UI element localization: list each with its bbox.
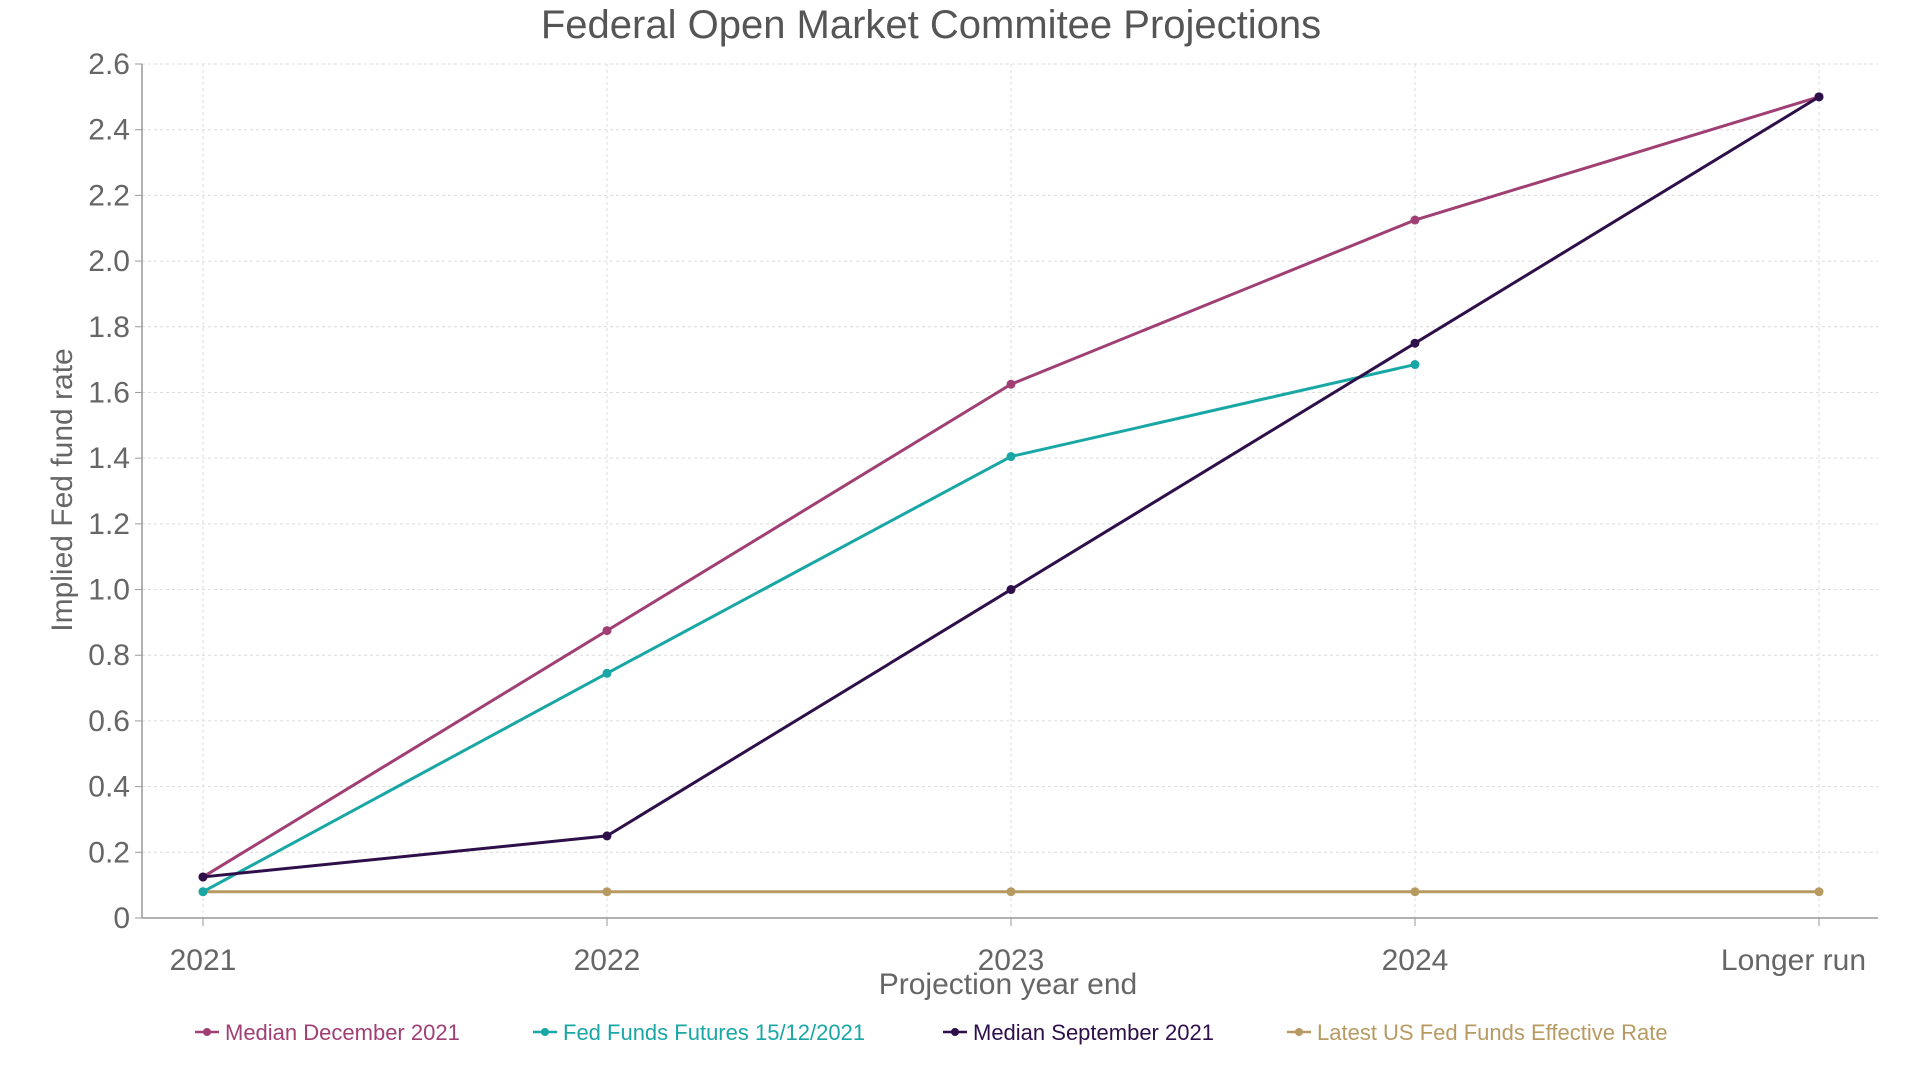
data-point — [1410, 360, 1420, 370]
y-tick-label: 0 — [113, 902, 130, 935]
y-tick-label: 0.6 — [88, 705, 130, 738]
data-point — [198, 872, 208, 882]
legend-swatch-marker — [541, 1028, 549, 1036]
legend-label: Median December 2021 — [225, 1020, 460, 1045]
y-tick-label: 2.0 — [88, 245, 130, 278]
legend-label: Median September 2021 — [973, 1020, 1214, 1045]
x-axis-title: Projection year end — [879, 968, 1138, 1001]
data-point — [1006, 585, 1016, 595]
y-axis-title: Implied Fed fund rate — [46, 348, 79, 632]
series-line — [202, 363, 1416, 894]
legend-label: Latest US Fed Funds Effective Rate — [1317, 1020, 1668, 1045]
grid-lines — [142, 63, 1878, 918]
legend-label: Fed Funds Futures 15/12/2021 — [563, 1020, 865, 1045]
y-tick-label: 0.4 — [88, 771, 130, 804]
chart-title: Federal Open Market Commitee Projections — [541, 3, 1321, 47]
y-tick-label: 1.2 — [88, 508, 130, 541]
y-tick-label: 1.6 — [88, 376, 130, 409]
data-point — [1410, 215, 1420, 225]
y-tick-label: 2.2 — [88, 179, 130, 212]
y-tick-label: 1.4 — [88, 442, 130, 475]
y-tick-label: 2.6 — [88, 48, 130, 81]
x-tick-label: 2024 — [1382, 944, 1449, 977]
x-tick-label: Longer run — [1721, 944, 1866, 977]
data-point — [602, 887, 612, 897]
x-tick-label: 2023 — [978, 944, 1045, 977]
tick-labels: 0 0.2 0.4 0.6 0.8 1.0 1.2 1.4 1.6 1.8 2.0 2.2 2.4 2.6… — [88, 48, 1866, 977]
legend-swatch-marker — [1295, 1028, 1303, 1036]
data-point — [1006, 452, 1016, 462]
legend-item[interactable]: Median December 2021 — [195, 1020, 460, 1045]
data-point — [1006, 379, 1016, 389]
legend-item[interactable]: Median September 2021 — [943, 1020, 1214, 1045]
y-tick-label: 1.8 — [88, 311, 130, 344]
series-lines — [198, 92, 1824, 897]
legend: Median December 2021 Fed Funds Futures 15… — [195, 1020, 1668, 1045]
data-point — [1410, 338, 1420, 348]
y-tick-label: 0.8 — [88, 639, 130, 672]
legend-item[interactable]: Fed Funds Futures 15/12/2021 — [533, 1020, 865, 1045]
data-point — [1006, 887, 1016, 897]
y-tick-label: 0.2 — [88, 836, 130, 869]
legend-swatch-marker — [203, 1028, 211, 1036]
legend-swatch-marker — [951, 1028, 959, 1036]
axes — [135, 63, 1878, 926]
y-tick-label: 2.4 — [88, 114, 130, 147]
data-point — [602, 668, 612, 678]
x-tick-label: 2022 — [574, 944, 641, 977]
data-point — [1410, 887, 1420, 897]
data-point — [1814, 887, 1824, 897]
y-tick-label: 1.0 — [88, 574, 130, 607]
x-tick-label: 2021 — [170, 944, 237, 977]
legend-item[interactable]: Latest US Fed Funds Effective Rate — [1287, 1020, 1668, 1045]
data-point — [602, 831, 612, 841]
data-point — [1814, 92, 1824, 102]
data-point — [602, 626, 612, 636]
data-point — [198, 887, 208, 897]
